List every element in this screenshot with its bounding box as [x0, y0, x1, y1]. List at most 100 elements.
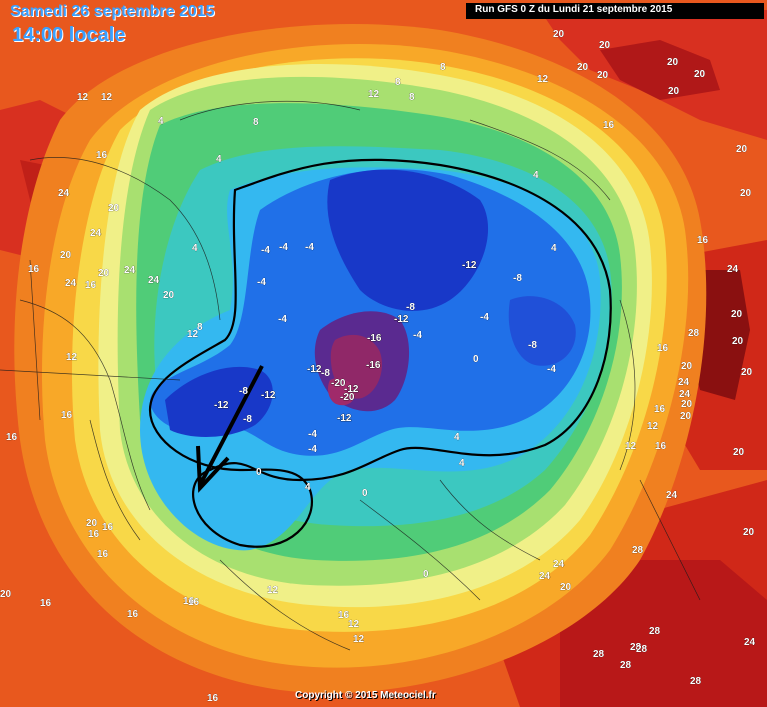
temp-label: 28	[632, 545, 644, 556]
arrow-annotation	[196, 365, 264, 493]
temp-label: 16	[102, 522, 114, 533]
temp-label: 8	[409, 92, 415, 103]
temp-label: 20	[680, 411, 692, 422]
temp-label: 0	[256, 467, 262, 478]
temp-label: 20	[599, 40, 611, 51]
temp-label: -16	[366, 360, 381, 371]
temp-label: 24	[666, 490, 678, 501]
temp-label: 8	[395, 77, 401, 88]
temp-label: 4	[192, 243, 198, 254]
temp-label: 12	[66, 352, 78, 363]
cold-pocket	[328, 378, 356, 406]
temp-label: 16	[183, 596, 195, 607]
temp-label: -12	[337, 413, 352, 424]
temp-label: -4	[278, 314, 287, 325]
temp-label: 20	[98, 268, 110, 279]
temp-label: 16	[188, 597, 200, 608]
temp-label: 24	[90, 228, 102, 239]
temp-label: 4	[533, 170, 539, 181]
temp-label: 24	[65, 278, 77, 289]
temp-label: 12	[267, 585, 279, 596]
temp-label: 24	[539, 571, 551, 582]
temp-label: 20	[733, 447, 745, 458]
temp-label: -12	[344, 384, 359, 395]
temp-label: 28	[630, 642, 642, 653]
temp-label: 20	[553, 29, 565, 40]
temp-label: 12	[77, 92, 89, 103]
temp-label: 24	[678, 377, 690, 388]
dark-blue-core-east	[508, 296, 576, 366]
map-lines	[0, 100, 701, 651]
temp-label: 20	[732, 336, 744, 347]
temp-label: -12	[394, 314, 409, 325]
forecast-time: 14:00 locale	[12, 24, 126, 46]
dark-blue-core-west	[165, 366, 273, 437]
temp-label: 24	[553, 559, 565, 570]
temp-label: -4	[308, 429, 317, 440]
temp-label: -8	[321, 368, 330, 379]
temp-label: -12	[462, 260, 477, 271]
temp-label: 8	[440, 62, 446, 73]
temp-label: 4	[216, 154, 222, 165]
temp-label: -8	[513, 273, 522, 284]
temp-label: 20	[736, 144, 748, 155]
temp-label: 20	[597, 70, 609, 81]
temp-label: -4	[480, 312, 489, 323]
temp-label: 20	[668, 86, 680, 97]
temp-label: 24	[124, 265, 136, 276]
temp-label: 16	[603, 120, 615, 131]
temp-label: 20	[731, 309, 743, 320]
temp-label: -4	[261, 245, 270, 256]
temp-label: -4	[305, 242, 314, 253]
temp-label: 24	[744, 637, 756, 648]
temp-label: 16	[97, 549, 109, 560]
temp-label: 0	[362, 488, 368, 499]
temp-label: 16	[338, 610, 350, 621]
temp-label: 20	[0, 589, 12, 600]
temp-label: 20	[681, 399, 693, 410]
temp-label: -20	[331, 378, 346, 389]
temp-label: 12	[647, 421, 659, 432]
temp-label: -4	[547, 364, 556, 375]
temp-label: 20	[577, 62, 589, 73]
temp-label: 0	[423, 569, 429, 580]
temp-label: 20	[694, 69, 706, 80]
temp-label: 16	[61, 410, 73, 421]
temp-label: 4	[459, 458, 465, 469]
temp-label: 28	[593, 649, 605, 660]
temp-label: 24	[727, 264, 739, 275]
temp-label: 20	[740, 188, 752, 199]
temp-label: 12	[348, 619, 360, 630]
temp-label: 16	[655, 441, 667, 452]
temp-label: -12	[307, 364, 322, 375]
temp-label: 16	[40, 598, 52, 609]
temp-label: 16	[127, 609, 139, 620]
temp-label: 16	[697, 235, 709, 246]
temp-label: -8	[528, 340, 537, 351]
temp-label: 28	[620, 660, 632, 671]
temp-label: 20	[743, 527, 755, 538]
temp-label: -8	[243, 414, 252, 425]
temp-label: -8	[406, 302, 415, 313]
temp-label: 28	[649, 626, 661, 637]
temp-label: -4	[279, 242, 288, 253]
temp-label: -16	[367, 333, 382, 344]
dark-blue-core-north	[327, 169, 489, 311]
temp-label: 20	[667, 57, 679, 68]
temp-label: -20	[340, 392, 355, 403]
temp-label: 12	[625, 441, 637, 452]
temperature-labels: 20 20 20 20 20 20 16 20 20 16 24 24 20 2…	[0, 29, 756, 704]
temp-label: -12	[214, 400, 229, 411]
temp-label: 12	[537, 74, 549, 85]
temp-label: 0	[473, 354, 479, 365]
temp-label: 12	[101, 92, 113, 103]
temp-label: 20	[741, 367, 753, 378]
temp-label: 24	[148, 275, 160, 286]
temp-label: 16	[654, 404, 666, 415]
temp-label: -4	[413, 330, 422, 341]
temp-label: -8	[239, 386, 248, 397]
temp-label: -4	[308, 444, 317, 455]
temp-label: 16	[96, 150, 108, 161]
temp-label: 24	[58, 188, 70, 199]
